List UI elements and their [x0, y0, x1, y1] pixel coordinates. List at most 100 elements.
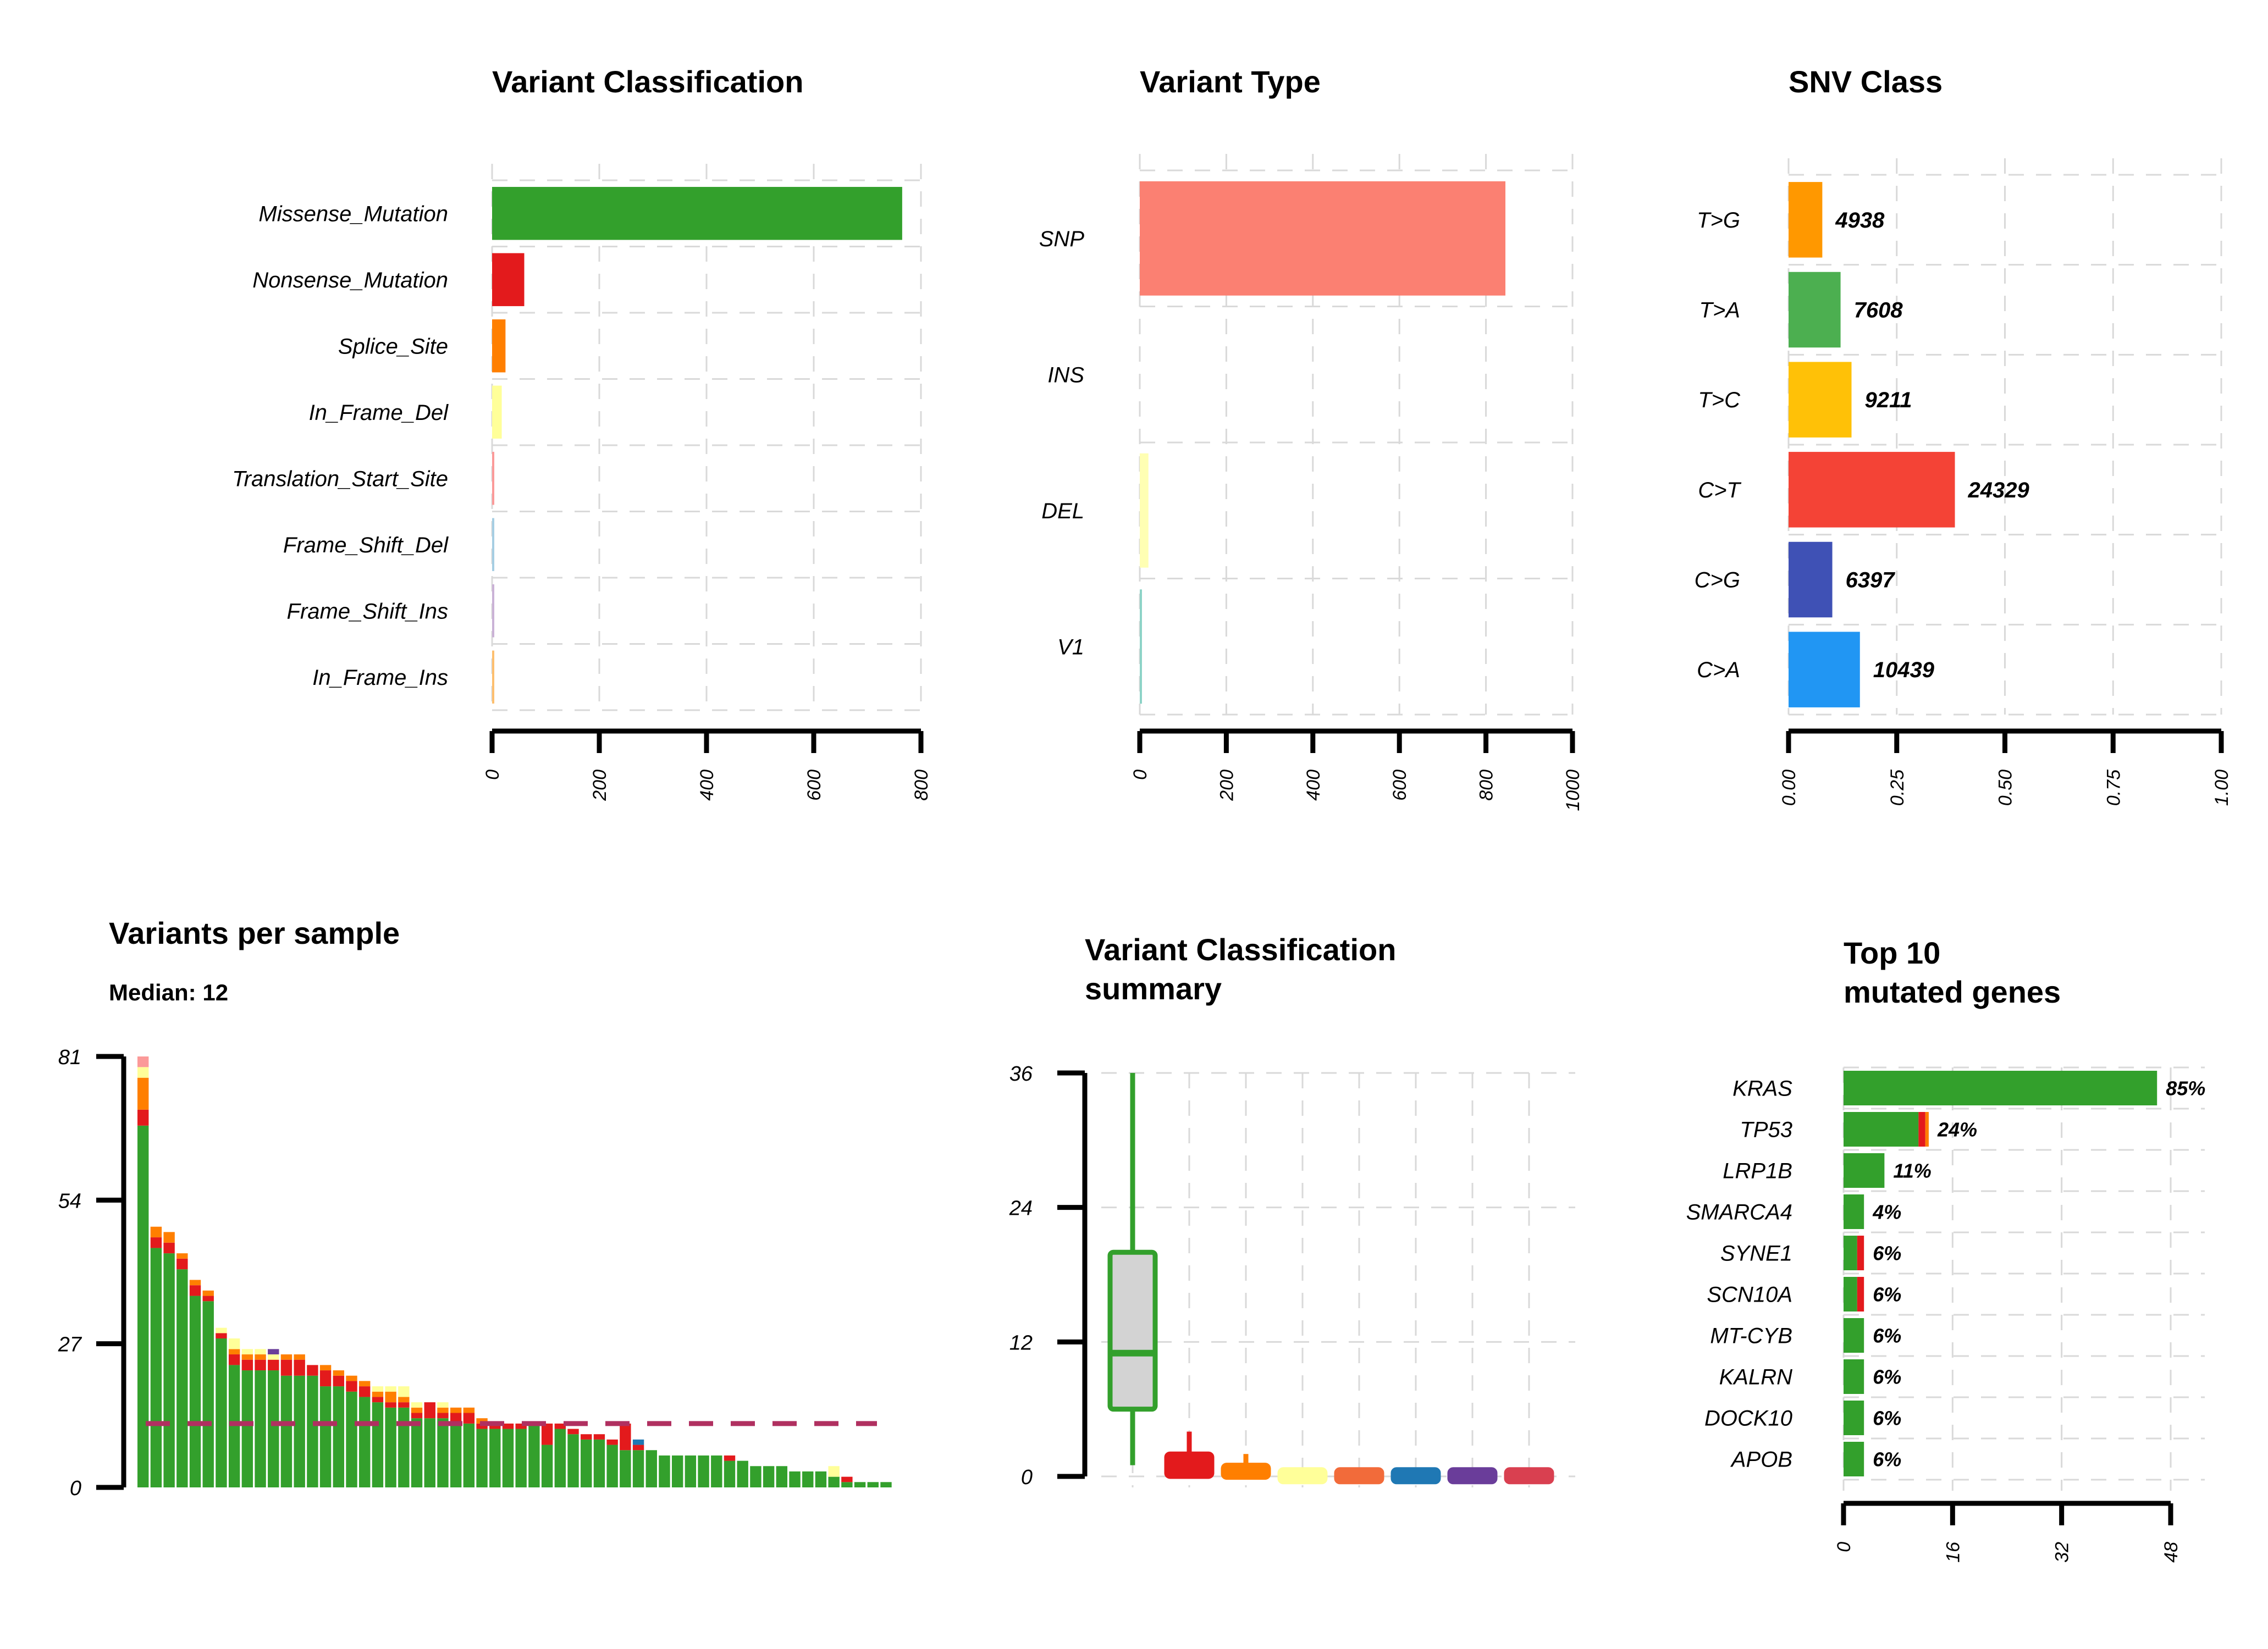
sample-32-missense-mutation-segment: [541, 1445, 553, 1487]
category-label-ins: INS: [1047, 363, 1084, 387]
sample-36-missense-mutation-segment: [593, 1439, 605, 1487]
variant-classification-summary-chart: 0 12 24 36: [1009, 1063, 1575, 1489]
vc-summary-title-line2: summary: [1085, 971, 1222, 1006]
sample-41-missense-mutation-segment: [659, 1455, 670, 1487]
category-label-frame-shift-ins: Frame_Shift_Ins: [287, 599, 448, 623]
gene-tp53-missense-mutation-segment: [1844, 1112, 1919, 1147]
bar-snp: [1140, 181, 1506, 296]
gene-percent-smarca4: 4%: [1872, 1201, 1901, 1224]
sample-19-nonsense-mutation-segment: [372, 1397, 384, 1403]
sample-24-splice-site-segment: [437, 1407, 449, 1413]
gene-label-kalrn: KALRN: [1719, 1365, 1792, 1390]
sample-8-splice-site-segment: [228, 1349, 240, 1355]
sample-18-splice-site-segment: [359, 1381, 371, 1387]
sample-18-nonsense-mutation-segment: [359, 1386, 371, 1397]
sample-37-nonsense-mutation-segment: [606, 1439, 618, 1445]
sample-6-nonsense-mutation-segment: [202, 1296, 214, 1302]
sample-7-in-frame-del-segment: [216, 1327, 227, 1333]
sample-23-missense-mutation-segment: [424, 1418, 435, 1487]
sample-10-splice-site-segment: [255, 1354, 266, 1360]
gene-scn10a-missense-mutation-segment: [1844, 1277, 1857, 1312]
x-tick-label: 800: [1476, 770, 1497, 801]
x-tick-label: 0: [1834, 1542, 1855, 1552]
sample-54-missense-mutation-segment: [828, 1476, 840, 1487]
variants-per-sample-median-label: Median: 12: [109, 980, 228, 1005]
x-tick-label: 16: [1943, 1542, 1963, 1563]
y-tick-label: 36: [1009, 1063, 1033, 1086]
count-label-t-c: 9211: [1865, 388, 1912, 412]
sample-56-missense-mutation-segment: [854, 1482, 866, 1487]
count-label-c-g: 6397: [1846, 568, 1896, 593]
sample-25-splice-site-segment: [450, 1407, 462, 1413]
bar-c-g: [1789, 541, 1833, 618]
gene-percent-apob: 6%: [1873, 1448, 1901, 1471]
category-label-del: DEL: [1041, 499, 1084, 523]
gene-percent-lrp1b: 11%: [1893, 1160, 1931, 1182]
sample-21-missense-mutation-segment: [398, 1407, 410, 1487]
gene-label-mt-cyb: MT-CYB: [1710, 1324, 1792, 1348]
sample-3-splice-site-segment: [163, 1232, 175, 1243]
x-tick-label: 0.00: [1779, 770, 1800, 806]
x-tick-label: 0.75: [2103, 770, 2124, 806]
sample-16-splice-site-segment: [333, 1370, 344, 1376]
sample-5-splice-site-segment: [189, 1280, 201, 1286]
sample-10-missense-mutation-segment: [255, 1370, 266, 1487]
sample-35-nonsense-mutation-segment: [581, 1434, 592, 1440]
gene-percent-scn10a: 6%: [1873, 1283, 1901, 1306]
sample-8-in-frame-del-segment: [228, 1338, 240, 1349]
gene-label-tp53: TP53: [1740, 1118, 1792, 1142]
x-tick-label: 200: [1216, 770, 1237, 801]
sample-19-splice-site-segment: [372, 1391, 384, 1397]
sample-21-splice-site-segment: [398, 1397, 410, 1403]
category-label-c-g: C>G: [1695, 568, 1740, 593]
y-tick-label: 0: [70, 1477, 81, 1500]
x-tick-label: 0.50: [1995, 770, 2016, 806]
gene-percent-syne1: 6%: [1873, 1242, 1901, 1265]
bar-frame-shift-ins: [492, 584, 494, 638]
sample-44-missense-mutation-segment: [698, 1455, 709, 1487]
sample-11-frame-shift-ins-segment: [268, 1349, 279, 1355]
sample-4-nonsense-mutation-segment: [176, 1258, 188, 1270]
sample-18-missense-mutation-segment: [359, 1397, 371, 1487]
x-tick-label: 0: [1130, 770, 1151, 780]
count-label-c-a: 10439: [1873, 658, 1935, 682]
sample-12-splice-site-segment: [280, 1354, 293, 1360]
sample-2-missense-mutation-segment: [150, 1248, 162, 1487]
sample-28-nonsense-mutation-segment: [489, 1423, 501, 1429]
sample-51-missense-mutation-segment: [789, 1471, 801, 1487]
sample-20-nonsense-mutation-segment: [385, 1402, 396, 1408]
sample-26-nonsense-mutation-segment: [463, 1413, 475, 1424]
sample-20-splice-site-segment: [385, 1391, 396, 1403]
y-tick-label: 54: [58, 1189, 81, 1213]
gene-label-apob: APOB: [1730, 1448, 1792, 1472]
sample-10-in-frame-del-segment: [255, 1349, 266, 1355]
sample-25-missense-mutation-segment: [450, 1423, 462, 1487]
sample-24-nonsense-mutation-segment: [437, 1413, 449, 1419]
sample-57-missense-mutation-segment: [867, 1482, 879, 1487]
bar-t-a: [1789, 272, 1841, 348]
category-label-t-g: T>G: [1697, 208, 1740, 233]
sample-21-nonsense-mutation-segment: [398, 1402, 410, 1408]
sample-14-nonsense-mutation-segment: [307, 1365, 318, 1376]
sample-9-in-frame-del-segment: [241, 1349, 253, 1355]
sample-27-splice-site-segment: [476, 1418, 488, 1424]
category-label-splice-site: Splice_Site: [338, 334, 448, 358]
sample-28-missense-mutation-segment: [489, 1429, 501, 1487]
bar-nonsense-mutation: [492, 253, 525, 306]
sample-52-missense-mutation-segment: [802, 1471, 814, 1487]
gene-label-dock10: DOCK10: [1704, 1407, 1792, 1431]
gene-label-kras: KRAS: [1732, 1077, 1792, 1101]
sample-3-missense-mutation-segment: [163, 1253, 175, 1487]
category-label-in-frame-ins: In_Frame_Ins: [312, 666, 448, 690]
category-label-translation-start-site: Translation_Start_Site: [232, 467, 448, 491]
x-tick-label: 800: [911, 770, 932, 801]
gene-percent-tp53: 24%: [1937, 1119, 1977, 1141]
sample-33-missense-mutation-segment: [554, 1429, 566, 1487]
x-tick-label: 200: [589, 770, 610, 801]
sample-15-nonsense-mutation-segment: [319, 1370, 332, 1387]
sample-16-missense-mutation-segment: [333, 1386, 344, 1487]
variant-type-chart: SNP INS DEL V1 0 200 400 600 800 1000: [1039, 154, 1583, 811]
sample-2-splice-site-segment: [150, 1226, 162, 1238]
variant-type-title: Variant Type: [1140, 64, 1321, 99]
